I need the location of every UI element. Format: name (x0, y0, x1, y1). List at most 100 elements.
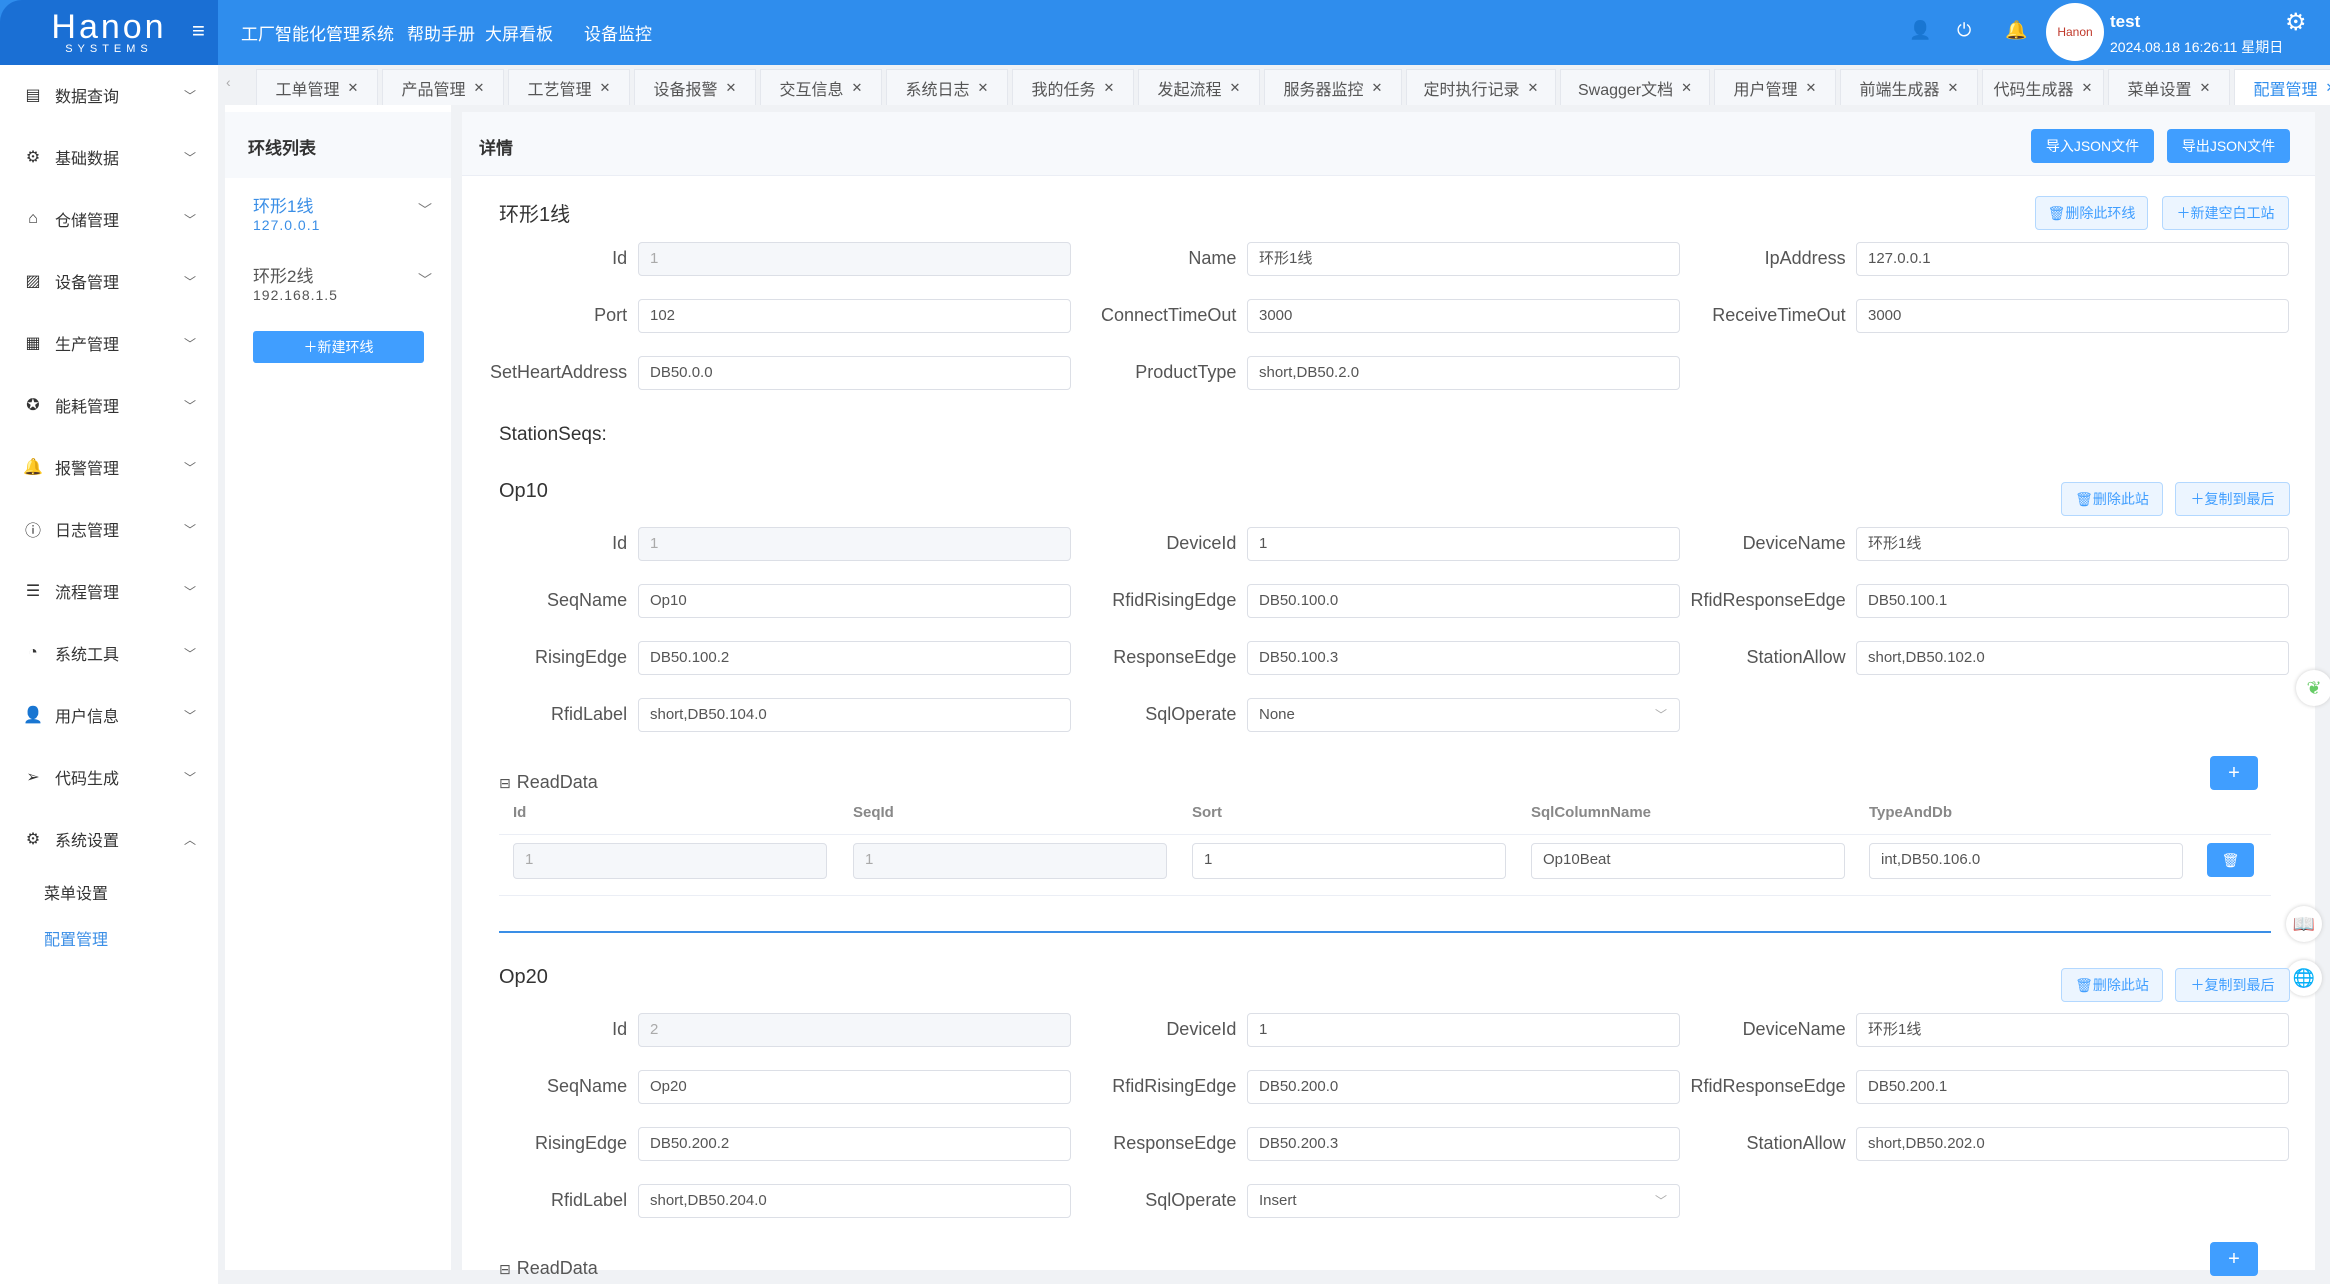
close-icon[interactable]: ✕ (1681, 79, 1693, 95)
close-icon[interactable]: ✕ (1229, 79, 1241, 95)
tab[interactable]: 设备报警 ✕ (634, 69, 756, 105)
input-devicename[interactable]: 环形1线 (1856, 527, 2289, 561)
sidebar-item[interactable]: ➢ 代码生成 ﹀ (0, 752, 218, 802)
tab[interactable]: 我的任务 ✕ (1012, 69, 1134, 105)
input-rfidrisingedge[interactable]: DB50.100.0 (1247, 584, 1680, 618)
tab[interactable]: 用户管理 ✕ (1714, 69, 1836, 105)
sidebar-item[interactable]: 👤 用户信息 ﹀ (0, 690, 218, 740)
input-id[interactable]: 2 (638, 1013, 1071, 1047)
input-setheartaddress[interactable]: DB50.0.0 (638, 356, 1071, 390)
new-line-button[interactable]: ＋新建环线 (253, 331, 424, 363)
close-icon[interactable]: ✕ (599, 79, 611, 95)
close-icon[interactable]: ✕ (2081, 79, 2093, 95)
avatar[interactable]: Hanon (2046, 3, 2104, 61)
input-rfidlabel[interactable]: short,DB50.204.0 (638, 1184, 1071, 1218)
close-icon[interactable]: ✕ (1805, 79, 1817, 95)
input-ipaddress[interactable]: 127.0.0.1 (1856, 242, 2289, 276)
input-deviceid[interactable]: 1 (1247, 1013, 1680, 1047)
sidebar-item[interactable]: ☰ 流程管理 ﹀ (0, 566, 218, 616)
copy-to-end-button[interactable]: ＋复制到最后 (2175, 968, 2290, 1002)
input-receivetimeout[interactable]: 3000 (1856, 299, 2289, 333)
close-icon[interactable]: ✕ (2199, 79, 2211, 95)
input-name[interactable]: 环形1线 (1247, 242, 1680, 276)
input-connecttimeout[interactable]: 3000 (1247, 299, 1680, 333)
input-rfidrisingedge[interactable]: DB50.200.0 (1247, 1070, 1680, 1104)
tab[interactable]: 交互信息 ✕ (760, 69, 882, 105)
sidebar-item[interactable]: ⌂ 仓储管理 ﹀ (0, 194, 218, 244)
tab[interactable]: 配置管理 ✕ (2234, 69, 2330, 105)
delete-station-button[interactable]: 🗑删除此站 (2061, 482, 2163, 516)
close-icon[interactable]: ✕ (725, 79, 737, 95)
input-deviceid[interactable]: 1 (1247, 527, 1680, 561)
sidebar-item[interactable]: ▤ 数据查询 ﹀ (0, 70, 218, 120)
import-json-button[interactable]: 导入JSON文件 (2031, 129, 2154, 163)
sidebar-item[interactable]: ⓘ 日志管理 ﹀ (0, 504, 218, 554)
tab[interactable]: 工艺管理 ✕ (508, 69, 630, 105)
tab[interactable]: 系统日志 ✕ (886, 69, 1008, 105)
export-json-button[interactable]: 导出JSON文件 (2167, 129, 2290, 163)
tab[interactable]: 工单管理 ✕ (256, 69, 378, 105)
readdata-cell-input[interactable]: 1 (853, 843, 1167, 879)
input-responseedge[interactable]: DB50.100.3 (1247, 641, 1680, 675)
input-stationallow[interactable]: short,DB50.202.0 (1856, 1127, 2289, 1161)
input-responseedge[interactable]: DB50.200.3 (1247, 1127, 1680, 1161)
bell-icon[interactable]: 🔔 (2005, 20, 2028, 40)
sidebar-item[interactable]: ◔ 系统工具 ﹀ (0, 628, 218, 678)
sidebar-item[interactable]: 🔔 报警管理 ﹀ (0, 442, 218, 492)
tab[interactable]: 产品管理 ✕ (382, 69, 504, 105)
close-icon[interactable]: ✕ (1103, 79, 1115, 95)
input-stationallow[interactable]: short,DB50.102.0 (1856, 641, 2289, 675)
close-icon[interactable]: ✕ (977, 79, 989, 95)
input-rfidresponseedge[interactable]: DB50.100.1 (1856, 584, 2289, 618)
input-port[interactable]: 102 (638, 299, 1071, 333)
input-devicename[interactable]: 环形1线 (1856, 1013, 2289, 1047)
input-id[interactable]: 1 (638, 242, 1071, 276)
nav-help[interactable]: 帮助手册 (407, 25, 475, 44)
close-icon[interactable]: ✕ (347, 79, 359, 95)
sidebar-subitem[interactable]: 菜单设置 (44, 886, 109, 903)
add-readdata-button[interactable]: + (2210, 1242, 2258, 1276)
delete-row-button[interactable]: 🗑 (2207, 843, 2254, 877)
input-risingedge[interactable]: DB50.200.2 (638, 1127, 1071, 1161)
select-sqloperate[interactable]: Insert ﹀ (1247, 1184, 1680, 1218)
sidebar-item[interactable]: ⚙ 基础数据 ﹀ (0, 132, 218, 182)
globe-icon[interactable]: 🌐 (2286, 960, 2322, 996)
leaf-icon[interactable]: ❦ (2296, 670, 2330, 706)
close-icon[interactable]: ✕ (1371, 79, 1383, 95)
input-rfidlabel[interactable]: short,DB50.104.0 (638, 698, 1071, 732)
line-item[interactable]: 环形1线 127.0.0.1 (253, 192, 320, 233)
input-seqname[interactable]: Op20 (638, 1070, 1071, 1104)
nav-dashboard[interactable]: 大屏看板 (485, 25, 553, 44)
sidebar-item[interactable]: ▨ 设备管理 ﹀ (0, 256, 218, 306)
tab[interactable]: 定时执行记录 ✕ (1406, 69, 1556, 105)
new-station-button[interactable]: ＋新建空白工站 (2162, 196, 2289, 230)
select-sqloperate[interactable]: None ﹀ (1247, 698, 1680, 732)
copy-to-end-button[interactable]: ＋复制到最后 (2175, 482, 2290, 516)
nav-system[interactable]: 工厂智能化管理系统 (241, 25, 394, 44)
input-id[interactable]: 1 (638, 527, 1071, 561)
tab[interactable]: Swagger文档 ✕ (1560, 69, 1710, 105)
close-icon[interactable]: ✕ (2326, 80, 2330, 96)
tab[interactable]: 发起流程 ✕ (1138, 69, 1260, 105)
sidebar-subitem[interactable]: 配置管理 (44, 932, 109, 949)
input-rfidresponseedge[interactable]: DB50.200.1 (1856, 1070, 2289, 1104)
settings-gear-icon[interactable]: ⚙ (2285, 9, 2307, 36)
chevron-down-icon[interactable]: ﹀ (418, 202, 432, 218)
readdata-cell-input[interactable]: 1 (513, 843, 827, 879)
input-seqname[interactable]: Op10 (638, 584, 1071, 618)
tab[interactable]: 服务器监控 ✕ (1264, 69, 1402, 105)
input-risingedge[interactable]: DB50.100.2 (638, 641, 1071, 675)
hamburger-icon[interactable]: ≡ (192, 18, 205, 43)
sidebar-item[interactable]: ✪ 能耗管理 ﹀ (0, 380, 218, 430)
nav-device-monitor[interactable]: 设备监控 (584, 25, 652, 44)
tab[interactable]: 前端生成器 ✕ (1840, 69, 1978, 105)
close-icon[interactable]: ✕ (851, 79, 863, 95)
book-icon[interactable]: 📖 (2286, 906, 2322, 942)
readdata-cell-input[interactable]: int,DB50.106.0 (1869, 843, 2183, 879)
sidebar-item[interactable]: ▦ 生产管理 ﹀ (0, 318, 218, 368)
tab[interactable]: 代码生成器 ✕ (1982, 69, 2104, 105)
power-icon[interactable]: ⏻ (1957, 20, 1972, 40)
close-icon[interactable]: ✕ (1527, 79, 1539, 95)
tab[interactable]: 菜单设置 ✕ (2108, 69, 2230, 105)
chevron-down-icon[interactable]: ﹀ (418, 272, 432, 288)
